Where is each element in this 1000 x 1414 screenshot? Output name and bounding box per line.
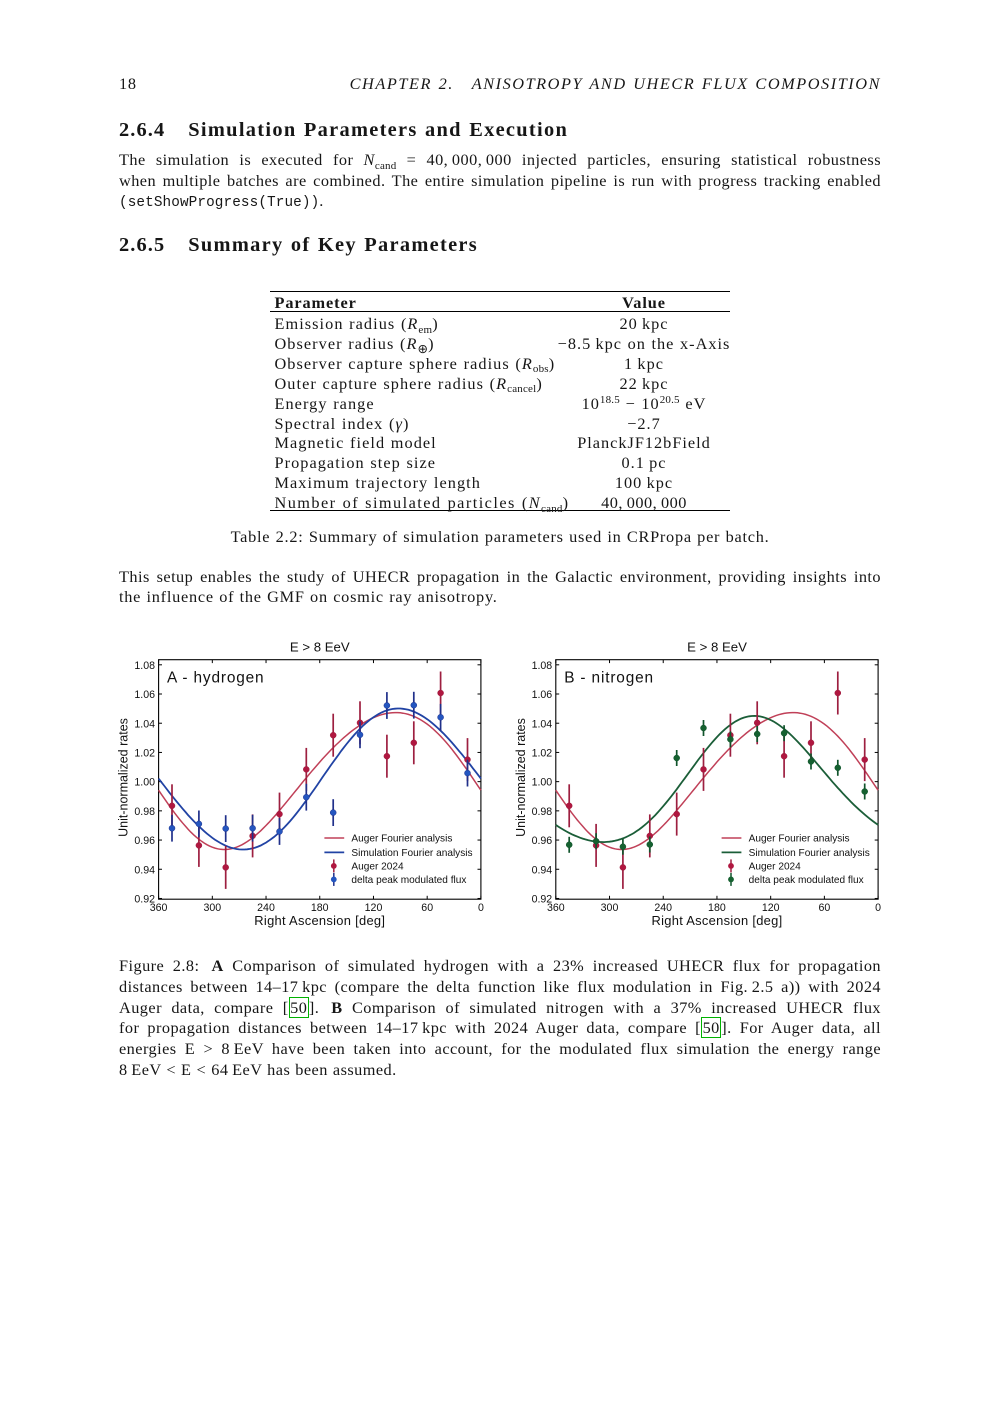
svg-text:0.94: 0.94 — [532, 864, 553, 876]
svg-text:Auger Fourier analysis: Auger Fourier analysis — [749, 834, 850, 845]
svg-text:0.92: 0.92 — [532, 894, 553, 906]
svg-text:360: 360 — [150, 902, 168, 914]
svg-text:0: 0 — [875, 902, 881, 914]
svg-text:60: 60 — [819, 902, 831, 914]
svg-text:A - hydrogen: A - hydrogen — [167, 669, 264, 686]
svg-text:Auger 2024: Auger 2024 — [749, 862, 802, 873]
svg-text:delta peak modulated flux: delta peak modulated flux — [749, 875, 864, 886]
svg-text:120: 120 — [762, 902, 780, 914]
svg-text:E > 8 EeV: E > 8 EeV — [687, 639, 747, 654]
svg-text:1.08: 1.08 — [134, 660, 155, 672]
svg-text:0.98: 0.98 — [532, 806, 553, 818]
svg-text:Unit-normalized rates: Unit-normalized rates — [514, 718, 528, 837]
svg-text:0.96: 0.96 — [134, 835, 155, 847]
svg-text:1.06: 1.06 — [134, 689, 155, 701]
svg-text:300: 300 — [203, 902, 221, 914]
svg-text:Unit-normalized rates: Unit-normalized rates — [117, 718, 131, 837]
svg-text:0: 0 — [478, 902, 484, 914]
svg-text:300: 300 — [601, 902, 619, 914]
svg-text:120: 120 — [365, 902, 383, 914]
svg-text:Auger 2024: Auger 2024 — [351, 862, 404, 873]
svg-text:180: 180 — [708, 902, 726, 914]
svg-text:Right Ascension [deg]: Right Ascension [deg] — [652, 913, 783, 928]
svg-text:Simulation Fourier analysis: Simulation Fourier analysis — [749, 848, 870, 859]
svg-text:1.06: 1.06 — [532, 689, 553, 701]
svg-text:1.08: 1.08 — [532, 660, 553, 672]
svg-text:E > 8 EeV: E > 8 EeV — [290, 639, 350, 654]
svg-text:1.00: 1.00 — [134, 777, 155, 789]
svg-text:60: 60 — [421, 902, 433, 914]
svg-text:1.04: 1.04 — [134, 718, 155, 730]
svg-text:1.04: 1.04 — [532, 718, 553, 730]
svg-text:1.02: 1.02 — [134, 748, 155, 760]
svg-text:240: 240 — [257, 902, 275, 914]
svg-text:1.00: 1.00 — [532, 777, 553, 789]
svg-text:0.98: 0.98 — [134, 806, 155, 818]
svg-text:Right Ascension [deg]: Right Ascension [deg] — [254, 913, 385, 928]
svg-text:1.02: 1.02 — [532, 748, 553, 760]
svg-text:180: 180 — [311, 902, 329, 914]
svg-text:0.92: 0.92 — [134, 894, 155, 906]
svg-text:0.96: 0.96 — [532, 835, 553, 847]
svg-text:Auger Fourier analysis: Auger Fourier analysis — [351, 834, 452, 845]
svg-text:B - nitrogen: B - nitrogen — [564, 669, 654, 686]
svg-text:0.94: 0.94 — [134, 864, 155, 876]
svg-text:360: 360 — [547, 902, 565, 914]
svg-text:Simulation Fourier analysis: Simulation Fourier analysis — [351, 848, 472, 859]
svg-text:240: 240 — [654, 902, 672, 914]
svg-text:delta peak modulated flux: delta peak modulated flux — [351, 875, 466, 886]
